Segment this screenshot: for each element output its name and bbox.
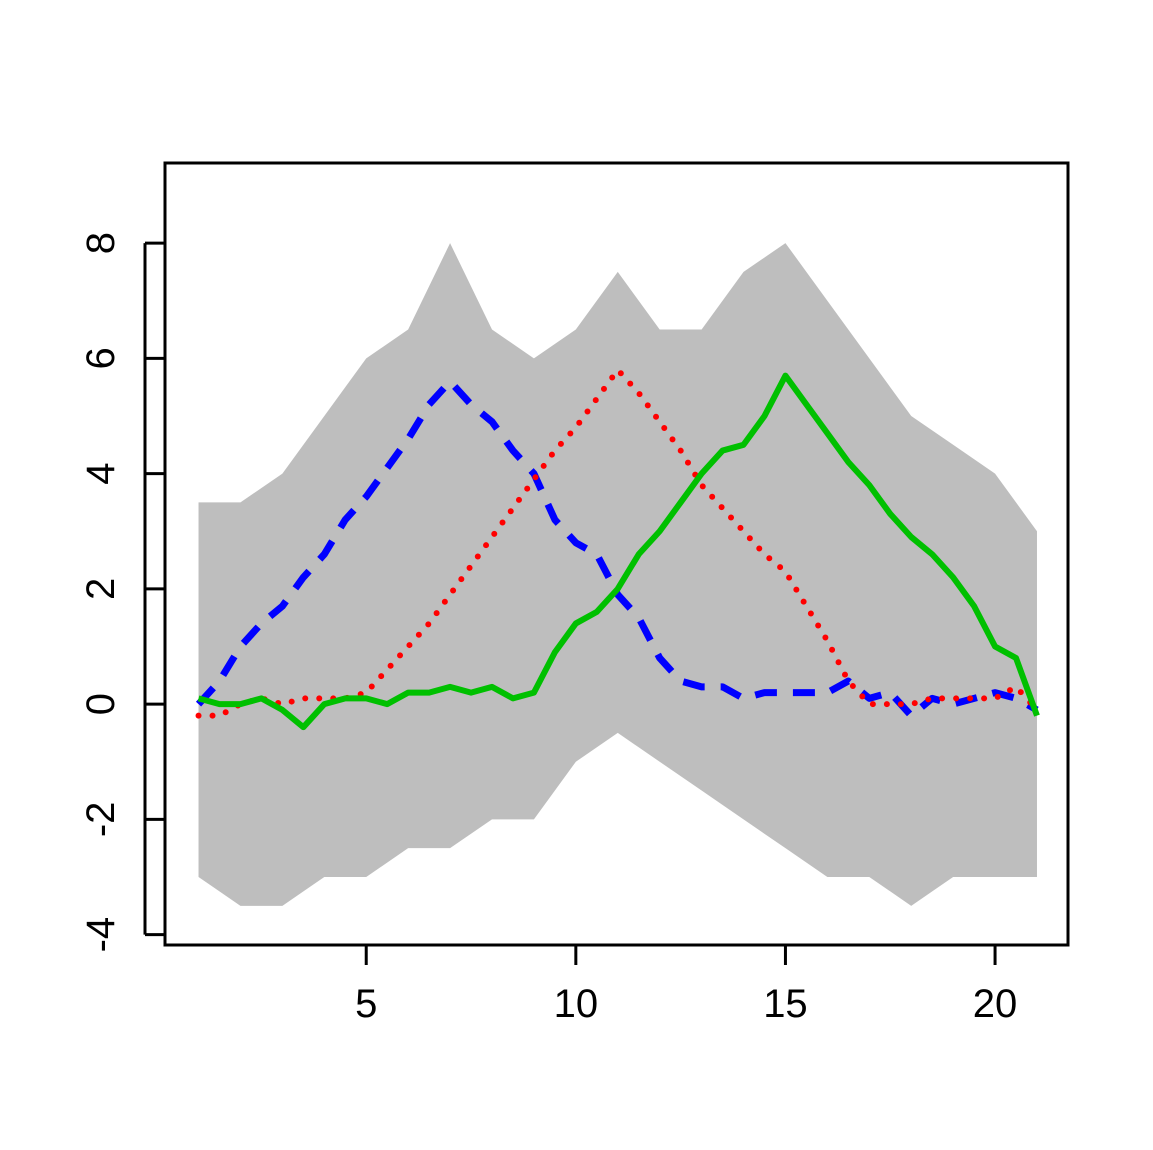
y-tick-label: 0	[79, 693, 123, 715]
y-tick-label: 8	[79, 232, 123, 254]
y-tick-label: 6	[79, 347, 123, 369]
series-line	[197, 372, 1040, 731]
series-line	[195, 377, 1039, 720]
y-tick-label: 2	[79, 578, 123, 600]
y-tick-label: -4	[79, 917, 123, 953]
plot-frame	[163, 161, 1070, 947]
noise-band	[198, 243, 1037, 906]
y-tick-label: -2	[79, 802, 123, 838]
y-tick-label: 4	[79, 462, 123, 484]
x-tick-label: 20	[973, 982, 1018, 1026]
x-tick-label: 15	[763, 982, 808, 1026]
x-tick-label: 5	[355, 982, 377, 1026]
x-tick-label: 10	[554, 982, 599, 1026]
